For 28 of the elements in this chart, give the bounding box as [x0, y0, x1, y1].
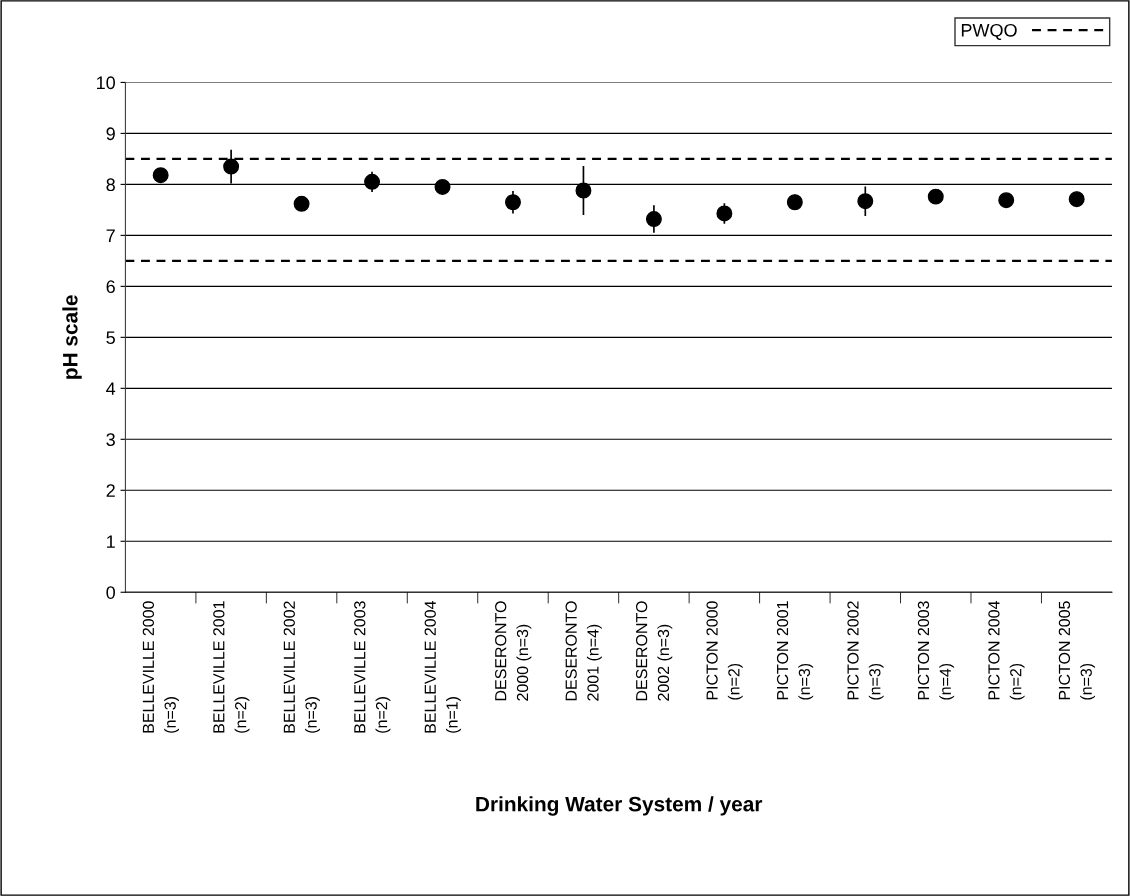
- y-tick-label: 1: [107, 535, 115, 548]
- x-tick-label: DESERONTO 2000 (n=3): [495, 601, 532, 701]
- x-tick-label: BELLEVILLE 2002 (n=3): [283, 601, 320, 733]
- y-tick-label: 6: [106, 280, 115, 294]
- y-tick-label: 3: [106, 433, 115, 447]
- y-tick-label: 0: [106, 586, 115, 599]
- y-tick-label: 5: [106, 331, 115, 345]
- y-axis-title: pH scale: [62, 295, 82, 379]
- x-axis-title: Drinking Water System / year: [476, 796, 763, 816]
- y-tick-label: 4: [106, 382, 116, 395]
- x-tick-label: DESERONTO 2001 (n=4): [565, 601, 602, 701]
- x-tick-label: PICTON 2001 (n=3): [776, 601, 814, 700]
- y-tick-label: 2: [106, 484, 115, 497]
- x-tick-label: PICTON 2003 (n=4): [917, 601, 955, 700]
- x-tick-label: PICTON 2000 (n=2): [706, 601, 743, 700]
- x-tick-label: PICTON 2004 (n=2): [988, 601, 1025, 700]
- y-tick-label: 8: [106, 178, 115, 192]
- x-tick-label: PICTON 2002 (n=3): [847, 601, 884, 700]
- y-tick-label: 9: [106, 127, 115, 141]
- x-tick-label: PICTON 2005 (n=3): [1058, 601, 1096, 700]
- x-tick-label: BELLEVILLE 2000 (n=3): [142, 601, 180, 733]
- x-tick-label: BELLEVILLE 2001 (n=2): [213, 601, 250, 733]
- legend-label: PWQO: [961, 23, 1017, 40]
- x-tick-label: BELLEVILLE 2003 (n=2): [354, 601, 391, 733]
- x-tick-label: BELLEVILLE 2004 (n=1): [424, 601, 461, 733]
- x-tick-label: DESERONTO 2002 (n=3): [635, 601, 673, 701]
- y-tick-label: 10: [97, 76, 115, 90]
- y-tick-label: 7: [106, 229, 115, 242]
